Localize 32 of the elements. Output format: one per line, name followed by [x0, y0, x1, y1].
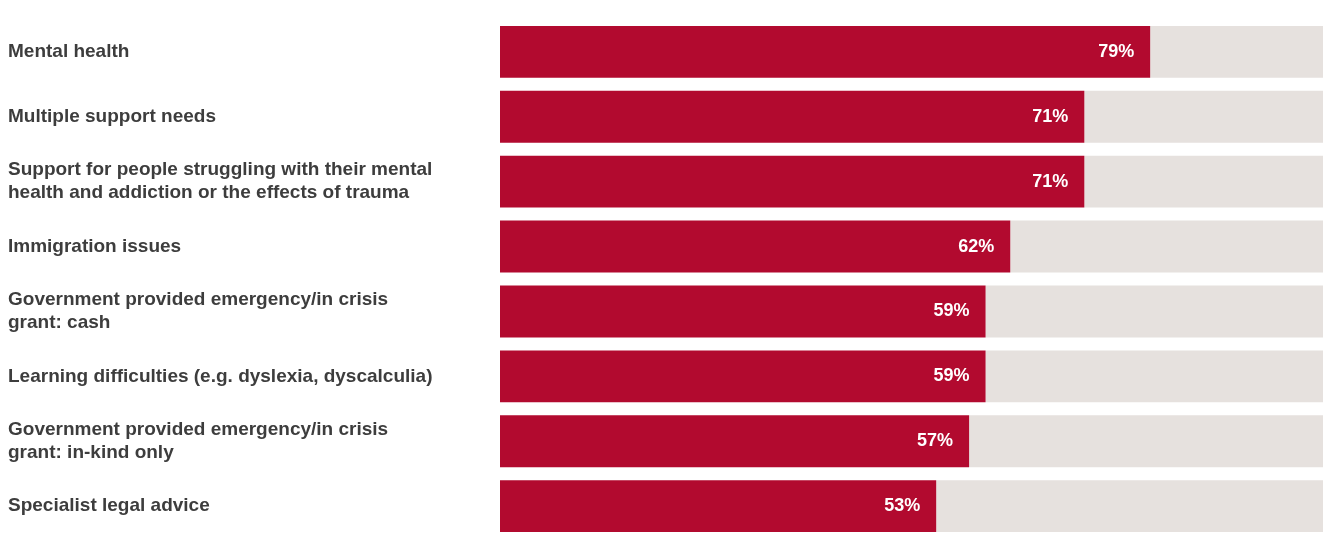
bar [936, 480, 1323, 533]
bar [1084, 155, 1323, 208]
data-label: 59% [933, 300, 970, 321]
bar [500, 285, 986, 338]
bar [500, 220, 1011, 273]
data-label: 71% [1032, 170, 1069, 191]
bar [985, 285, 1323, 338]
bar [1010, 220, 1323, 273]
data-label: 62% [958, 235, 995, 256]
bar [969, 415, 1323, 468]
y-tick-label: Government provided emergency/in crisis grant: cash [8, 288, 389, 333]
y-tick-label: Government provided emergency/in crisis grant: in-kind only [8, 418, 389, 462]
data-label: 57% [917, 430, 954, 451]
bar [1084, 90, 1323, 143]
y-tick-label: Immigration issues [8, 234, 182, 256]
bar [500, 350, 986, 403]
bar [500, 90, 1085, 143]
y-tick-label: Support for people struggling with their mental health and addiction or the effects of trauma [8, 158, 433, 203]
y-tick-label: Mental health [8, 40, 130, 62]
data-label: 79% [1098, 40, 1135, 61]
bar [500, 480, 937, 533]
y-tick-label: Multiple support needs [8, 104, 216, 126]
bar [985, 350, 1323, 403]
data-label: 53% [884, 495, 921, 516]
bar [500, 415, 970, 468]
data-label: 59% [933, 365, 970, 386]
y-tick-label: Specialist legal advice [8, 494, 210, 516]
bar [500, 25, 1151, 78]
bar [1150, 25, 1323, 78]
data-label: 71% [1032, 105, 1069, 126]
bar [500, 155, 1085, 208]
y-tick-label: Learning difficulties (e.g. dyslexia, dyscalculia) [8, 364, 433, 386]
